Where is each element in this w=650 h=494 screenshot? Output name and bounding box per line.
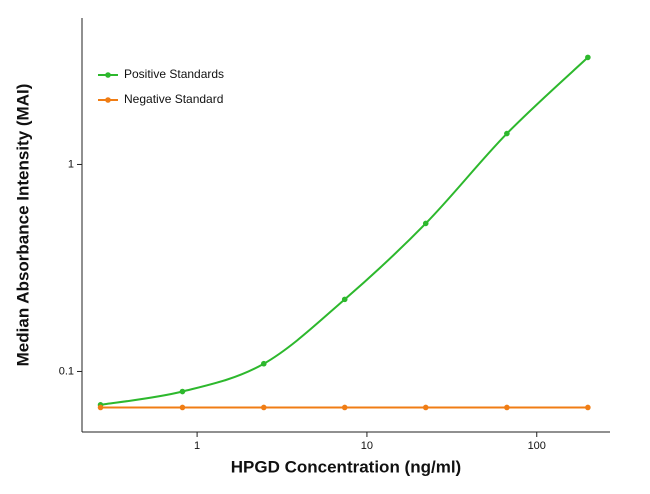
data-point: [422, 220, 429, 227]
x-tick-label: 10: [361, 440, 373, 452]
legend-label: Negative Standard: [124, 92, 223, 106]
x-tick-label: 1: [194, 440, 200, 452]
x-tick-label: 100: [528, 440, 546, 452]
data-point: [97, 404, 104, 411]
data-point: [585, 54, 591, 61]
data-point: [585, 404, 591, 411]
data-point: [422, 404, 429, 411]
data-point: [260, 360, 267, 367]
y-tick-label: 1: [68, 158, 74, 170]
y-axis-title: Median Absorbance Intensity (MAI): [13, 84, 32, 367]
data-point: [179, 404, 186, 411]
x-axis-title: HPGD Concentration (ng/ml): [231, 457, 461, 476]
legend-marker: [105, 72, 111, 78]
y-tick-label: 0.1: [59, 365, 74, 377]
data-point: [179, 388, 186, 395]
data-point: [341, 404, 348, 411]
series-line: [100, 56, 589, 406]
legend-label: Positive Standards: [124, 67, 224, 81]
data-point: [504, 404, 510, 411]
data-point: [260, 404, 267, 411]
legend-marker: [105, 97, 111, 103]
data-point: [341, 296, 348, 303]
data-point: [504, 130, 510, 137]
